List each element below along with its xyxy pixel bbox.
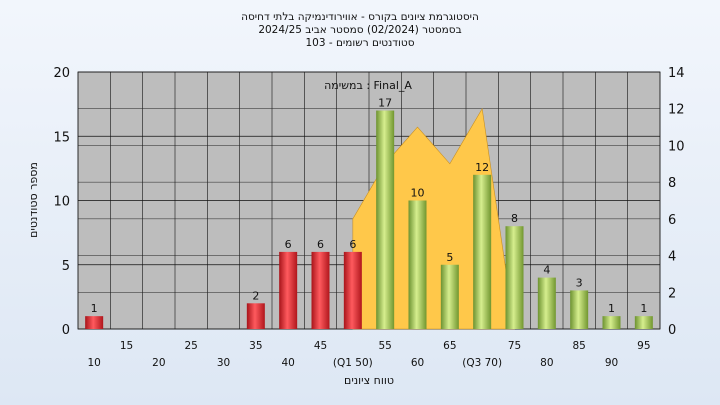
- bar-85: [570, 290, 589, 329]
- x-tick-label: 80: [540, 357, 553, 369]
- data-label-90: 1: [608, 302, 615, 315]
- y-tick-label: 10: [53, 195, 70, 210]
- bar-90: [602, 316, 621, 329]
- bar-60: [408, 200, 427, 329]
- chart-title: היסטוגרמת ציונים בקורס - אווירודינמיקה ב…: [241, 11, 479, 23]
- data-label-80: 4: [543, 264, 550, 277]
- x-tick-label: 60: [411, 357, 424, 369]
- bar-50: [343, 251, 362, 329]
- x-tick-label: 95: [637, 340, 650, 352]
- y-tick-label: 20: [53, 66, 70, 81]
- bar-10: [85, 316, 104, 329]
- y2-tick-label: 14: [668, 66, 685, 81]
- x-tick-label: 75: [508, 340, 521, 352]
- bar-95: [634, 316, 653, 329]
- y2-tick-label: 12: [668, 103, 685, 118]
- x-tick-label: 15: [120, 340, 133, 352]
- x-tick-label: (Q3 70): [462, 357, 502, 369]
- data-label-75: 8: [511, 212, 518, 225]
- x-tick-label: 85: [572, 340, 585, 352]
- x-tick-label: (Q1 50): [333, 357, 373, 369]
- x-tick-label: 35: [249, 340, 262, 352]
- y2-tick-label: 8: [668, 176, 676, 191]
- x-tick-label: 65: [443, 340, 456, 352]
- x-tick-label: 45: [314, 340, 327, 352]
- bar-35: [246, 303, 265, 329]
- data-label-55: 17: [378, 97, 392, 110]
- x-tick-label: 40: [281, 357, 294, 369]
- y2-tick-label: 4: [668, 250, 676, 265]
- data-label-50: 6: [349, 238, 356, 251]
- bar-40: [279, 251, 298, 329]
- chart-annotation: במשימה : Final_A: [324, 79, 412, 92]
- x-tick-label: 10: [87, 357, 100, 369]
- x-tick-label: 25: [184, 340, 197, 352]
- y-axis-label: מספר סטודנטים: [27, 162, 40, 238]
- y2-tick-label: 10: [668, 139, 685, 154]
- x-tick-label: 20: [152, 357, 165, 369]
- x-axis-label: טווח ציונים: [344, 374, 394, 387]
- x-tick-label: 55: [378, 340, 391, 352]
- data-label-85: 3: [576, 276, 583, 289]
- bar-45: [311, 251, 330, 329]
- data-label-45: 6: [317, 238, 324, 251]
- chart-subtitle-semester: בסמסטר (02/2024) סמסטר אביב 2024/25: [258, 24, 462, 36]
- y2-tick-label: 0: [668, 323, 676, 338]
- y-tick-label: 0: [62, 323, 70, 338]
- data-label-95: 1: [640, 302, 647, 315]
- data-label-10: 1: [91, 302, 98, 315]
- chart-subtitle-enrolled: סטודנטים רשומים - 103: [305, 37, 415, 49]
- bar-80: [537, 277, 556, 329]
- bar-75: [505, 226, 524, 329]
- bar-70: [473, 174, 492, 329]
- x-tick-label: 30: [217, 357, 230, 369]
- y2-tick-label: 2: [668, 286, 676, 301]
- bar-65: [440, 264, 459, 329]
- data-label-70: 12: [475, 161, 489, 174]
- data-label-65: 5: [446, 251, 453, 264]
- y-tick-label: 15: [53, 130, 70, 145]
- y2-tick-label: 6: [668, 213, 676, 228]
- data-label-35: 2: [252, 289, 259, 302]
- y-tick-label: 5: [62, 259, 70, 274]
- data-label-40: 6: [285, 238, 292, 251]
- data-label-60: 10: [411, 187, 425, 200]
- x-tick-label: 90: [605, 357, 618, 369]
- bar-55: [376, 110, 395, 329]
